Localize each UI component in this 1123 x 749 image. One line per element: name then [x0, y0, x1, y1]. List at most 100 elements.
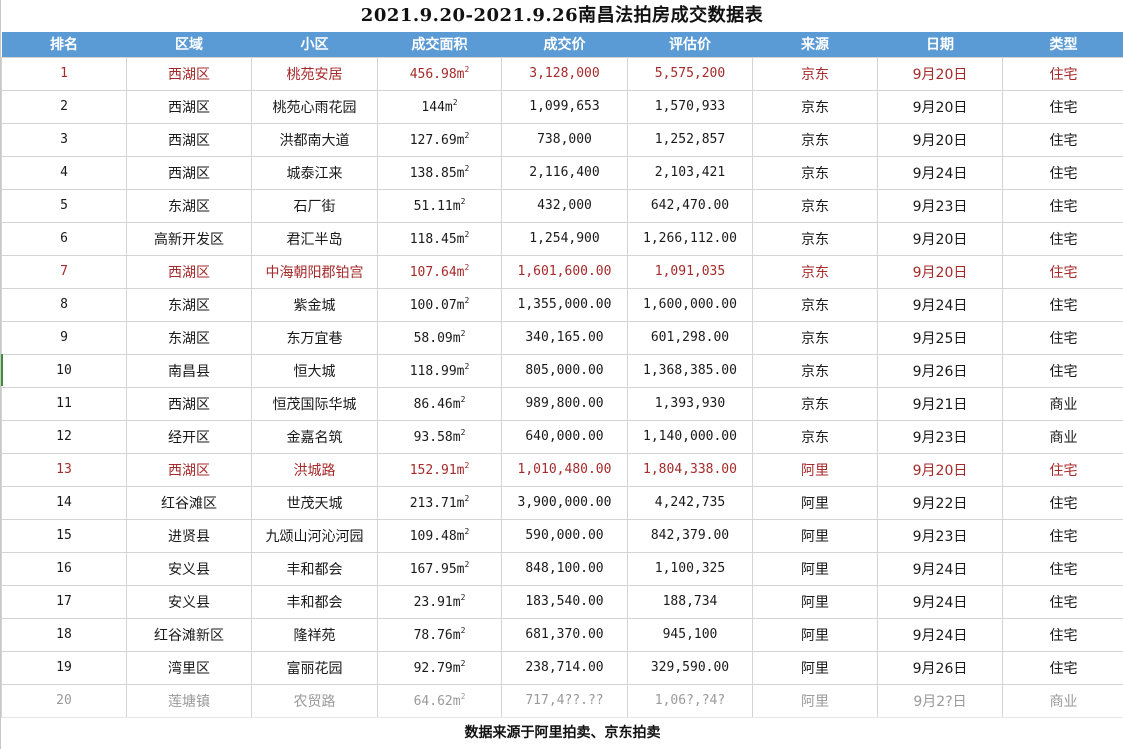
cell-area[interactable]: 109.48m2 — [377, 518, 502, 553]
cell-community[interactable]: 中海朝阳郡铂宫 — [251, 254, 378, 289]
cell-price[interactable]: 717,4??.?? — [501, 683, 628, 718]
cell-appraisal[interactable]: 2,103,421 — [627, 155, 753, 190]
cell-type[interactable]: 住宅 — [1002, 122, 1123, 157]
cell-appraisal[interactable]: 4,242,735 — [627, 485, 753, 520]
cell-type[interactable]: 住宅 — [1002, 320, 1123, 355]
cell-price[interactable]: 590,000.00 — [501, 518, 628, 553]
cell-type[interactable]: 住宅 — [1002, 287, 1123, 322]
cell-price[interactable]: 640,000.00 — [501, 419, 628, 454]
cell-appraisal[interactable]: 1,140,000.00 — [627, 419, 753, 454]
cell-date[interactable]: 9月26日 — [877, 650, 1003, 685]
cell-price[interactable]: 848,100.00 — [501, 551, 628, 586]
cell-appraisal[interactable]: 1,368,385.00 — [627, 353, 753, 388]
cell-source[interactable]: 阿里 — [752, 452, 878, 487]
cell-community[interactable]: 丰和都会 — [251, 584, 378, 619]
cell-source[interactable]: 阿里 — [752, 485, 878, 520]
cell-source[interactable]: 阿里 — [752, 650, 878, 685]
cell-appraisal[interactable]: 5,575,200 — [627, 56, 753, 91]
cell-price[interactable]: 1,601,600.00 — [501, 254, 628, 289]
cell-rank[interactable]: 12 — [1, 419, 127, 454]
cell-district[interactable]: 经开区 — [126, 419, 252, 454]
cell-district[interactable]: 红谷滩新区 — [126, 617, 252, 652]
cell-type[interactable]: 住宅 — [1002, 56, 1123, 91]
cell-community[interactable]: 富丽花园 — [251, 650, 378, 685]
cell-price[interactable]: 340,165.00 — [501, 320, 628, 355]
cell-district[interactable]: 安义县 — [126, 551, 252, 586]
cell-rank[interactable]: 16 — [1, 551, 127, 586]
header-district[interactable]: 区域 — [126, 32, 252, 57]
cell-rank[interactable]: 8 — [1, 287, 127, 322]
cell-appraisal[interactable]: 1,600,000.00 — [627, 287, 753, 322]
cell-area[interactable]: 51.11m2 — [377, 188, 502, 223]
cell-date[interactable]: 9月20日 — [877, 254, 1003, 289]
cell-area[interactable]: 127.69m2 — [377, 122, 502, 157]
cell-source[interactable]: 京东 — [752, 188, 878, 223]
cell-date[interactable]: 9月20日 — [877, 452, 1003, 487]
header-type[interactable]: 类型 — [1002, 32, 1123, 57]
cell-source[interactable]: 京东 — [752, 320, 878, 355]
header-price[interactable]: 成交价 — [501, 32, 628, 57]
cell-area[interactable]: 100.07m2 — [377, 287, 502, 322]
cell-appraisal[interactable]: 1,804,338.00 — [627, 452, 753, 487]
cell-source[interactable]: 京东 — [752, 254, 878, 289]
cell-appraisal[interactable]: 1,06?,?4? — [627, 683, 753, 718]
cell-rank[interactable]: 5 — [1, 188, 127, 223]
cell-rank[interactable]: 20 — [1, 683, 127, 718]
cell-date[interactable]: 9月2?日 — [877, 683, 1003, 718]
cell-type[interactable]: 住宅 — [1002, 89, 1123, 124]
cell-rank[interactable]: 6 — [1, 221, 127, 256]
cell-district[interactable]: 湾里区 — [126, 650, 252, 685]
cell-date[interactable]: 9月20日 — [877, 122, 1003, 157]
cell-community[interactable]: 桃苑安居 — [251, 56, 378, 91]
header-rank[interactable]: 排名 — [1, 32, 127, 57]
cell-rank[interactable]: 9 — [1, 320, 127, 355]
cell-price[interactable]: 1,355,000.00 — [501, 287, 628, 322]
cell-rank[interactable]: 19 — [1, 650, 127, 685]
cell-community[interactable]: 君汇半岛 — [251, 221, 378, 256]
cell-area[interactable]: 213.71m2 — [377, 485, 502, 520]
cell-district[interactable]: 西湖区 — [126, 122, 252, 157]
cell-district[interactable]: 西湖区 — [126, 155, 252, 190]
cell-community[interactable]: 恒大城 — [251, 353, 378, 388]
cell-price[interactable]: 989,800.00 — [501, 386, 628, 421]
cell-date[interactable]: 9月24日 — [877, 287, 1003, 322]
cell-district[interactable]: 西湖区 — [126, 254, 252, 289]
cell-rank[interactable]: 3 — [1, 122, 127, 157]
cell-appraisal[interactable]: 945,100 — [627, 617, 753, 652]
cell-appraisal[interactable]: 601,298.00 — [627, 320, 753, 355]
cell-community[interactable]: 世茂天城 — [251, 485, 378, 520]
cell-type[interactable]: 住宅 — [1002, 584, 1123, 619]
cell-appraisal[interactable]: 1,393,930 — [627, 386, 753, 421]
cell-community[interactable]: 紫金城 — [251, 287, 378, 322]
cell-community[interactable]: 石厂街 — [251, 188, 378, 223]
cell-community[interactable]: 隆祥苑 — [251, 617, 378, 652]
cell-district[interactable]: 安义县 — [126, 584, 252, 619]
cell-district[interactable]: 西湖区 — [126, 56, 252, 91]
cell-district[interactable]: 红谷滩区 — [126, 485, 252, 520]
cell-district[interactable]: 南昌县 — [126, 353, 252, 388]
cell-type[interactable]: 商业 — [1002, 419, 1123, 454]
cell-source[interactable]: 阿里 — [752, 683, 878, 718]
cell-type[interactable]: 住宅 — [1002, 551, 1123, 586]
cell-price[interactable]: 1,099,653 — [501, 89, 628, 124]
cell-community[interactable]: 金嘉名筑 — [251, 419, 378, 454]
cell-source[interactable]: 京东 — [752, 386, 878, 421]
cell-date[interactable]: 9月20日 — [877, 221, 1003, 256]
cell-district[interactable]: 高新开发区 — [126, 221, 252, 256]
cell-district[interactable]: 西湖区 — [126, 386, 252, 421]
cell-district[interactable]: 东湖区 — [126, 320, 252, 355]
cell-price[interactable]: 1,254,900 — [501, 221, 628, 256]
cell-rank[interactable]: 11 — [1, 386, 127, 421]
cell-community[interactable]: 洪城路 — [251, 452, 378, 487]
cell-price[interactable]: 738,000 — [501, 122, 628, 157]
cell-type[interactable]: 住宅 — [1002, 650, 1123, 685]
header-community[interactable]: 小区 — [251, 32, 378, 57]
cell-type[interactable]: 住宅 — [1002, 485, 1123, 520]
cell-area[interactable]: 152.91m2 — [377, 452, 502, 487]
cell-source[interactable]: 阿里 — [752, 518, 878, 553]
cell-price[interactable]: 432,000 — [501, 188, 628, 223]
cell-rank[interactable]: 2 — [1, 89, 127, 124]
cell-date[interactable]: 9月25日 — [877, 320, 1003, 355]
cell-area[interactable]: 138.85m2 — [377, 155, 502, 190]
cell-source[interactable]: 阿里 — [752, 584, 878, 619]
